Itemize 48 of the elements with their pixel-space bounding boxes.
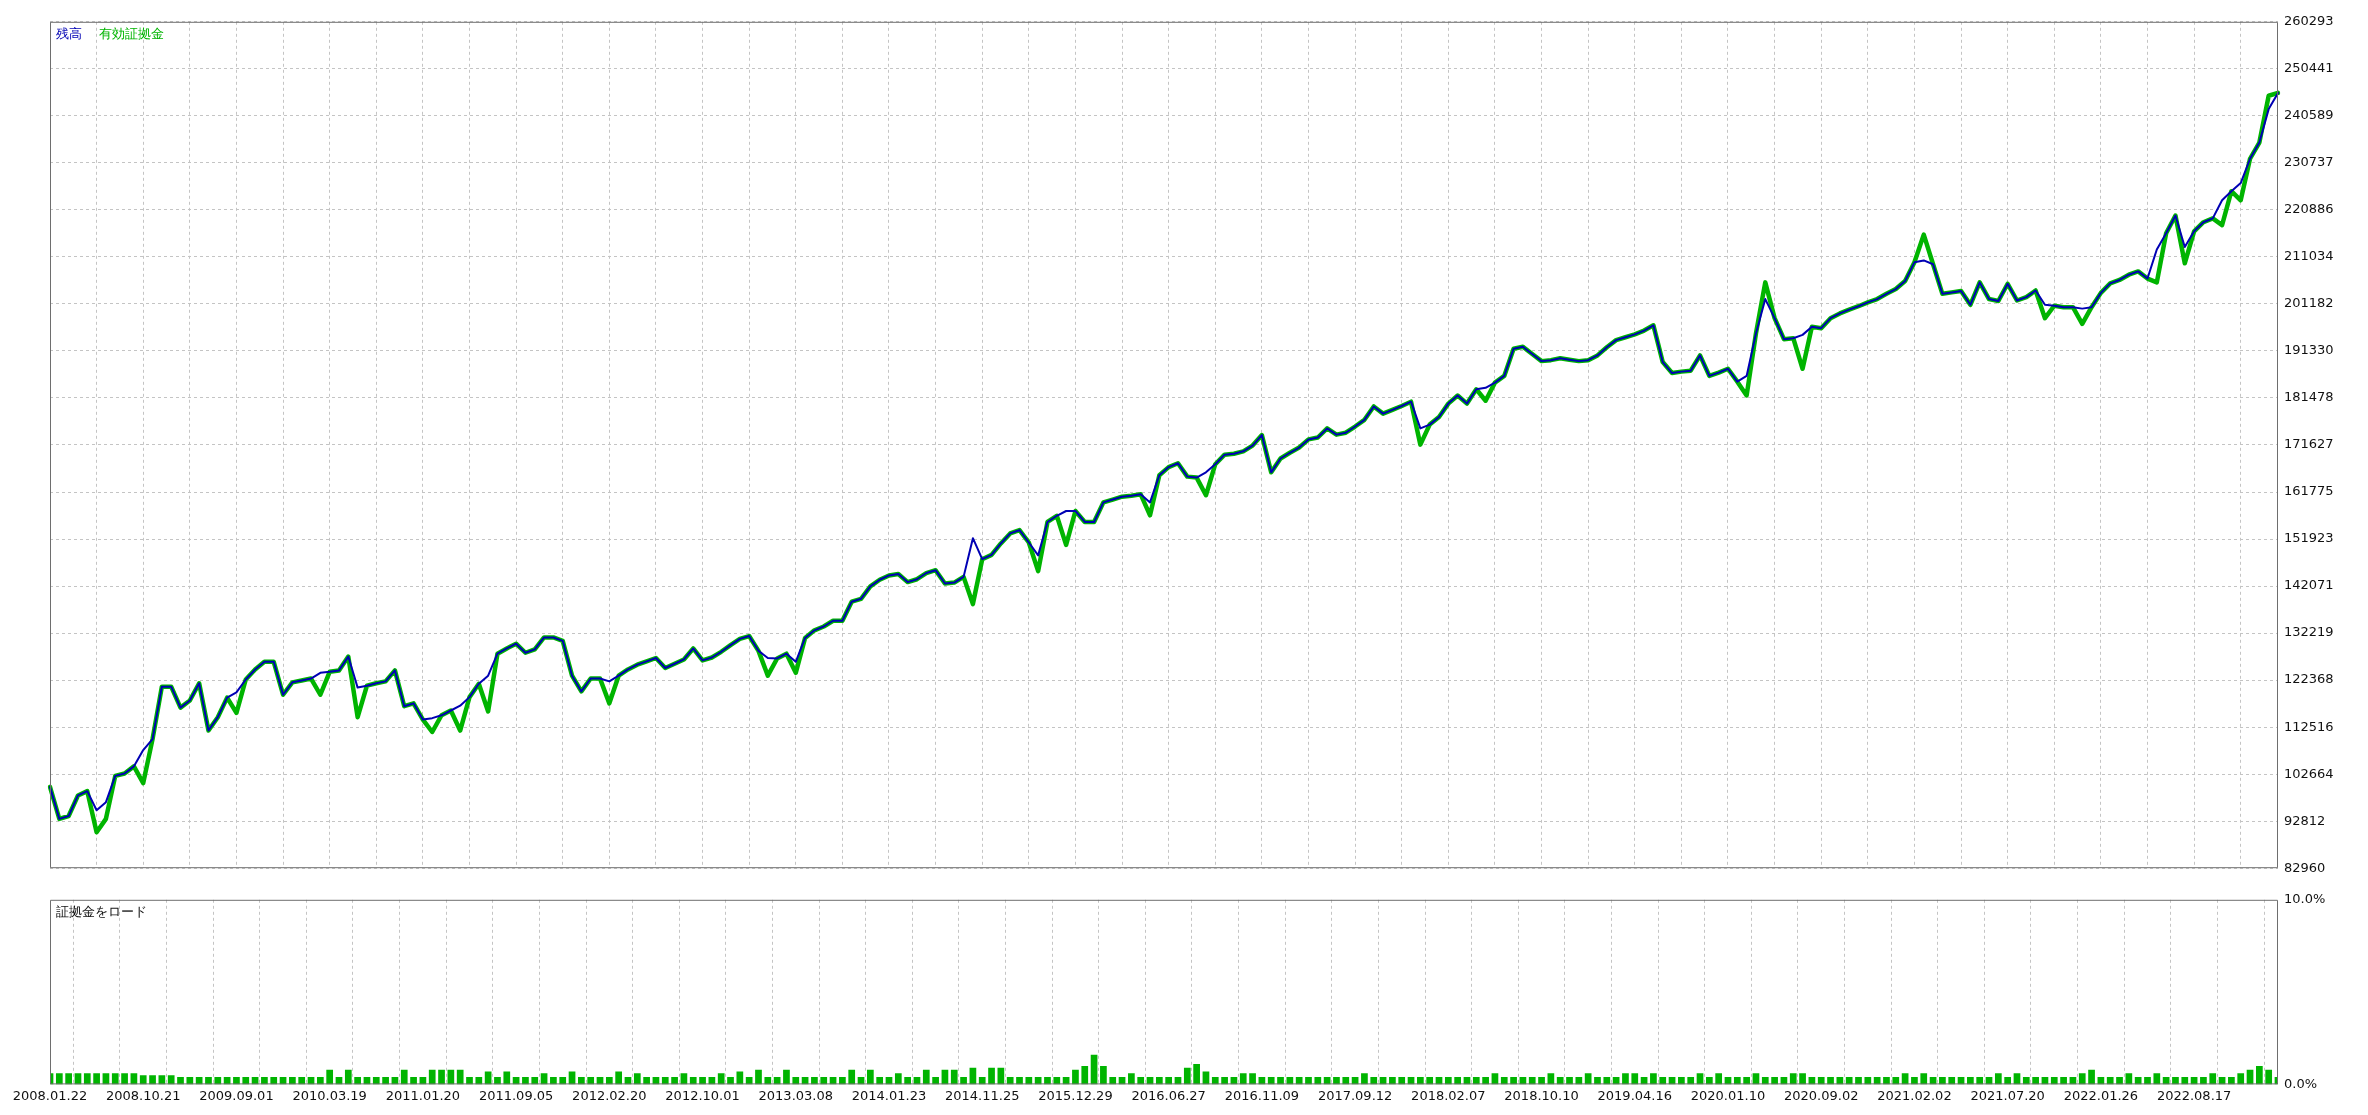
x-tick-label: 2020.09.02 xyxy=(1783,1087,1859,1103)
y-tick-label: 230737 xyxy=(2284,154,2334,170)
x-tick-label: 2020.01.10 xyxy=(1690,1087,1766,1103)
x-tick-label: 2013.03.08 xyxy=(758,1087,833,1103)
y-tick-label: 201182 xyxy=(2284,295,2334,311)
x-tick-label: 2012.02.20 xyxy=(572,1087,647,1103)
y-tick-label: 10.0% xyxy=(2284,891,2326,907)
x-tick-label: 2015.12.29 xyxy=(1038,1087,1113,1103)
x-tick-label: 2014.11.25 xyxy=(945,1087,1020,1103)
x-tick-label: 2018.02.07 xyxy=(1411,1087,1486,1103)
y-tick-label: 92812 xyxy=(2284,812,2326,828)
y-tick-label: 142071 xyxy=(2284,577,2334,593)
x-tick-label: 2008.10.21 xyxy=(106,1087,181,1103)
x-tick-label: 2016.06.27 xyxy=(1131,1087,1206,1103)
x-tick-label: 2011.01.20 xyxy=(385,1087,461,1103)
y-tick-label: 102664 xyxy=(2284,765,2334,781)
x-tick-label: 2014.01.23 xyxy=(851,1087,927,1103)
x-tick-label: 2021.07.20 xyxy=(1970,1087,2045,1103)
y-tick-label: 240589 xyxy=(2284,107,2334,123)
y-tick-label: 132219 xyxy=(2284,624,2334,640)
text: 有効証拠金 xyxy=(98,26,164,42)
x-tick-label: 2010.03.19 xyxy=(292,1087,367,1103)
x-tick-label: 2021.02.02 xyxy=(1877,1087,1952,1103)
y-tick-label: 260293 xyxy=(2284,13,2334,29)
text: 残高 xyxy=(56,26,82,42)
x-tick-label: 2009.09.01 xyxy=(199,1087,274,1103)
y-tick-label: 0.0% xyxy=(2284,1075,2318,1091)
x-tick-label: 2017.09.12 xyxy=(1317,1087,1393,1103)
x-tick-label: 2012.10.01 xyxy=(665,1087,740,1103)
x-tick-label: 2022.08.17 xyxy=(2156,1087,2232,1103)
x-tick-label: 2018.10.10 xyxy=(1504,1087,1579,1103)
y-tick-label: 220886 xyxy=(2284,201,2334,217)
x-tick-label: 2022.01.26 xyxy=(2063,1087,2139,1103)
y-tick-label: 151923 xyxy=(2284,530,2334,546)
y-tick-label: 112516 xyxy=(2284,718,2334,734)
x-tick-label: 2008.01.22 xyxy=(12,1087,88,1103)
x-tick-label: 2011.09.05 xyxy=(478,1087,554,1103)
x-tick-label: 2019.04.16 xyxy=(1597,1087,1672,1103)
y-tick-label: 191330 xyxy=(2284,342,2334,358)
chart-title: 証拠金をロード xyxy=(56,904,147,920)
y-tick-label: 211034 xyxy=(2284,248,2334,264)
x-tick-label: 2016.11.09 xyxy=(1224,1087,1300,1103)
y-tick-label: 250441 xyxy=(2284,60,2334,76)
y-tick-label: 161775 xyxy=(2284,483,2334,499)
y-tick-label: 82960 xyxy=(2284,859,2326,875)
y-tick-label: 171627 xyxy=(2284,436,2334,452)
y-tick-label: 181478 xyxy=(2284,389,2334,405)
y-tick-label: 122368 xyxy=(2284,671,2334,687)
